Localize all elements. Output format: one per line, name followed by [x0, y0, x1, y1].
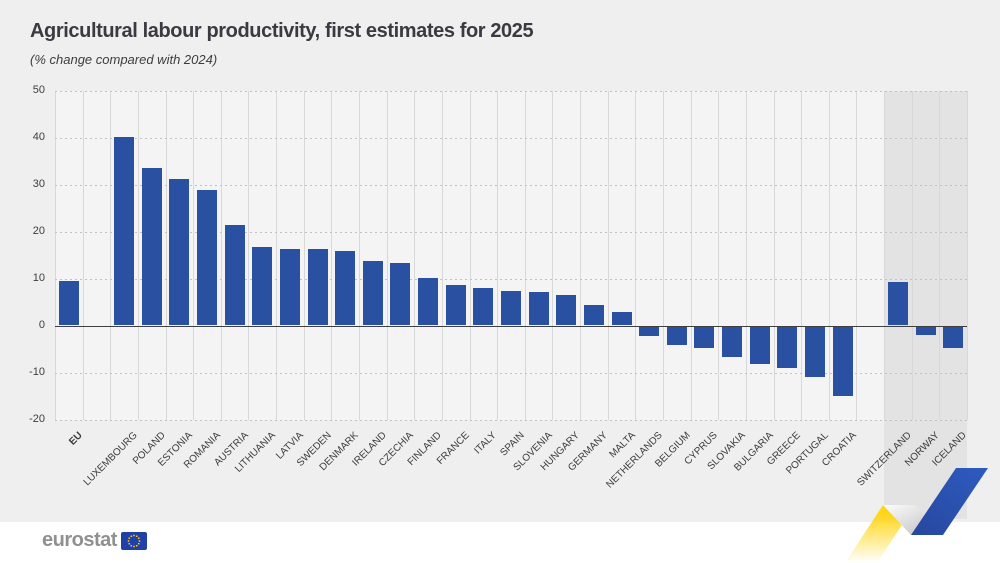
- bar-czechia: [390, 262, 411, 326]
- x-label-eu: EU: [66, 430, 85, 448]
- column-separator: [773, 90, 775, 420]
- bar-greece: [777, 326, 798, 368]
- bar-hungary: [556, 295, 577, 326]
- bar-finland: [418, 277, 439, 326]
- column-separator: [248, 90, 250, 420]
- bar-iceland: [943, 326, 964, 348]
- y-tick-label: 20: [32, 224, 45, 237]
- bar-norway: [915, 326, 936, 335]
- bar-denmark: [335, 251, 356, 326]
- gridline--10: [55, 372, 967, 374]
- gridline-20: [55, 231, 967, 233]
- bar-slovakia: [722, 326, 743, 358]
- bar-france: [445, 285, 466, 326]
- gridline--20: [55, 419, 967, 421]
- bar-sweden: [307, 249, 328, 326]
- y-tick-label: 40: [32, 130, 45, 143]
- column-separator: [165, 90, 167, 420]
- eu-flag-stars: [127, 534, 141, 547]
- eurostat-logo: eurostat: [42, 529, 147, 552]
- column-separator: [663, 90, 664, 420]
- bar-italy: [473, 288, 494, 326]
- bar-eu: [58, 280, 79, 326]
- bar-austria: [224, 224, 245, 326]
- column-separator: [137, 90, 139, 420]
- column-separator: [469, 90, 471, 420]
- y-tick-label: -20: [29, 412, 45, 425]
- column-separator: [414, 90, 416, 420]
- bar-switzerland: [887, 282, 908, 326]
- column-separator: [939, 90, 941, 420]
- eu-flag-icon: [120, 531, 147, 550]
- x-label-italy: ITALY: [472, 430, 500, 457]
- column-separator: [331, 90, 333, 420]
- bar-germany: [583, 304, 604, 326]
- bar-croatia: [832, 326, 853, 397]
- column-separator: [220, 90, 222, 420]
- column-separator: [718, 90, 720, 420]
- plot-area-background: [55, 90, 967, 420]
- bar-estonia: [169, 178, 190, 326]
- eurostat-logo-text: eurostat: [42, 529, 117, 551]
- column-separator: [386, 90, 388, 420]
- bar-belgium: [666, 326, 687, 345]
- bar-malta: [611, 312, 632, 326]
- gridline-40: [55, 137, 967, 139]
- bar-lithuania: [252, 246, 273, 326]
- y-tick-label: 50: [32, 83, 45, 96]
- bar-bulgaria: [749, 326, 770, 364]
- chart-title: Agricultural labour productivity, first …: [30, 20, 534, 42]
- y-tick-label: 30: [32, 177, 45, 190]
- bar-netherlands: [639, 326, 660, 337]
- gridline-30: [55, 184, 967, 186]
- zero-axis-line: [55, 325, 967, 327]
- column-separator: [359, 90, 360, 420]
- bar-slovenia: [528, 291, 549, 326]
- footer: eurostat: [0, 522, 1000, 563]
- bar-ireland: [362, 261, 383, 326]
- bar-cyprus: [694, 326, 715, 349]
- column-separator: [607, 90, 609, 420]
- column-separator: [828, 90, 830, 420]
- gridline-10: [55, 278, 967, 280]
- bar-poland: [141, 168, 162, 326]
- y-tick-label: -10: [29, 365, 45, 378]
- column-separator: [497, 90, 499, 420]
- column-separator: [745, 90, 747, 420]
- column-separator: [856, 90, 858, 420]
- gridline-50: [55, 90, 967, 92]
- bar-latvia: [279, 248, 300, 326]
- column-separator: [690, 90, 692, 420]
- column-separator: [635, 90, 637, 420]
- column-separator: [276, 90, 278, 420]
- column-separator: [55, 90, 56, 420]
- y-tick-label: 10: [32, 271, 45, 284]
- column-separator: [193, 90, 195, 420]
- column-separator: [441, 90, 443, 420]
- column-separator: [580, 90, 582, 420]
- y-tick-label: 0: [38, 318, 45, 331]
- column-separator: [911, 90, 913, 420]
- bar-spain: [501, 291, 521, 326]
- column-separator: [884, 90, 886, 420]
- column-separator: [82, 90, 84, 420]
- column-separator: [552, 90, 554, 420]
- bar-romania: [197, 190, 217, 326]
- column-separator: [801, 90, 803, 420]
- column-separator: [110, 90, 112, 420]
- chart-subtitle: (% change compared with 2024): [30, 52, 218, 67]
- bar-portugal: [805, 326, 825, 378]
- column-separator: [303, 90, 305, 420]
- column-separator: [524, 90, 526, 420]
- chart-panel: Agricultural labour productivity, first …: [0, 0, 1000, 522]
- bar-luxembourg: [114, 136, 135, 326]
- column-separator: [967, 90, 968, 420]
- bar-chart: 50 40 30 20 10 0 -10 -20 EU LUXEMBOURG POLAND ESTON…: [29, 83, 969, 519]
